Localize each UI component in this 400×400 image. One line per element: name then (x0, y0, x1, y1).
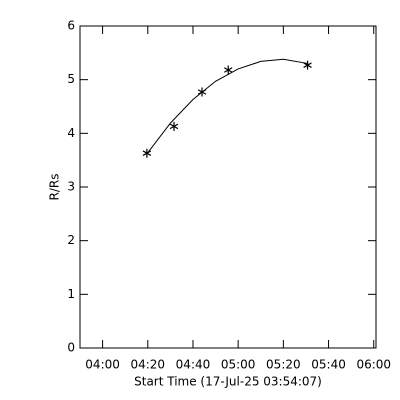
x-tick-label: 04:00 (85, 358, 120, 372)
x-tick-label: 05:00 (221, 358, 256, 372)
y-tick-label: 4 (67, 126, 75, 140)
x-tick-label: 04:40 (176, 358, 211, 372)
y-tick-label: 2 (67, 233, 75, 247)
data-point (169, 121, 179, 131)
fit-line (147, 58, 309, 153)
data-point (224, 65, 233, 75)
y-axis-label: R/Rs (48, 174, 62, 201)
y-tick-label: 3 (67, 180, 75, 194)
y-tick-label: 1 (67, 287, 75, 301)
x-tick-label: 05:20 (266, 358, 301, 372)
data-point (303, 60, 312, 70)
x-tick-label: 05:40 (311, 358, 346, 372)
y-tick-label: 5 (67, 72, 75, 86)
y-tick-label: 0 (67, 341, 75, 355)
y-tick-label: 6 (67, 19, 75, 33)
data-point (142, 148, 152, 158)
x-axis-label: Start Time (17-Jul-25 03:54:07) (134, 375, 322, 389)
x-tick-label: 06:00 (356, 358, 391, 372)
x-tick-label: 04:20 (130, 358, 165, 372)
